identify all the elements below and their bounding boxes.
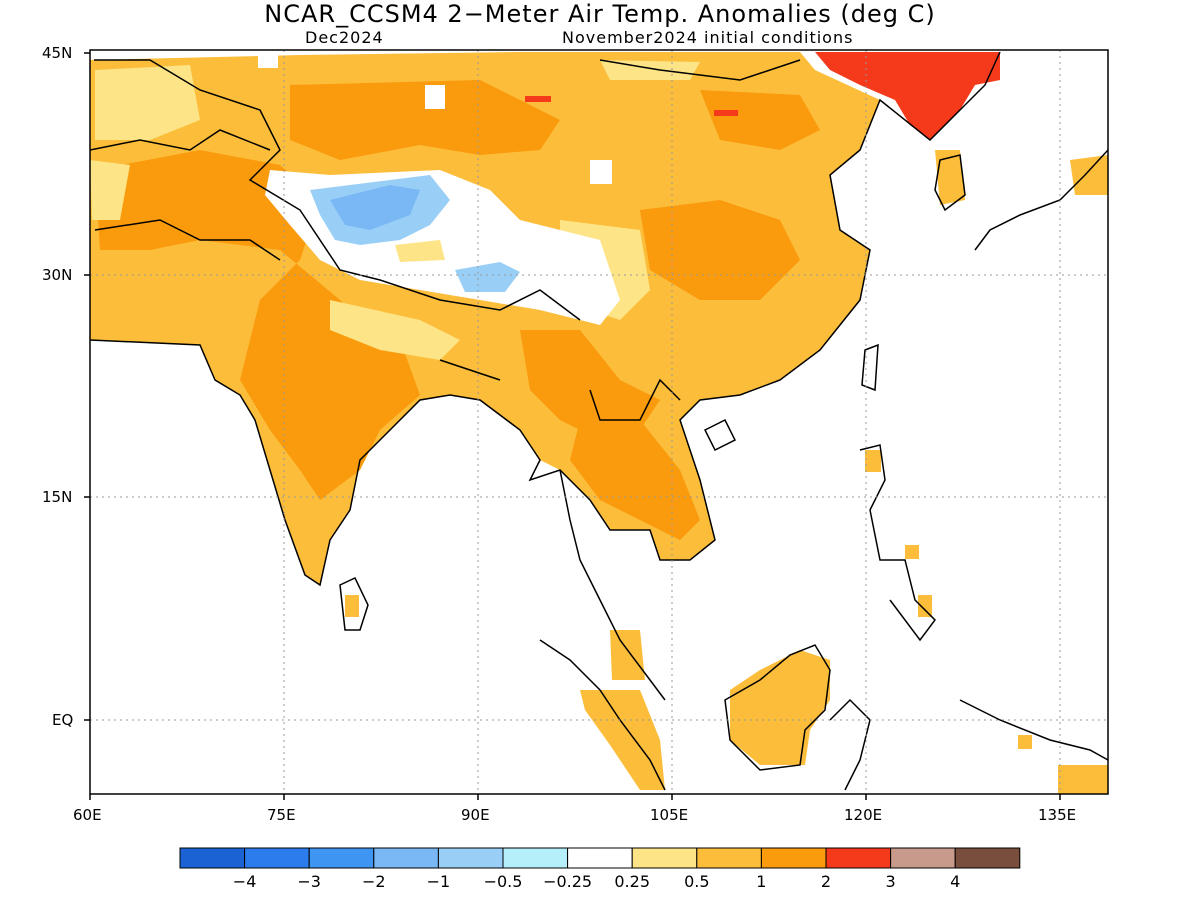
colorbar-label: 3 — [885, 872, 896, 891]
colorbar-label: −0.5 — [483, 872, 523, 891]
colorbar-label: 1 — [756, 872, 767, 891]
initial-conditions: November2024 initial conditions — [562, 28, 854, 47]
colorbar-label: −4 — [232, 872, 257, 891]
colorbar-label: 0.5 — [684, 872, 710, 891]
colorbar-label: −2 — [362, 872, 386, 891]
colorbar-swatch — [696, 847, 762, 869]
coastlines — [89, 51, 1109, 791]
anomaly-shading — [90, 50, 1108, 794]
colorbar-label: −3 — [297, 872, 321, 891]
lat-tick-30n: 30N — [42, 266, 73, 284]
colorbar-label: 0.25 — [614, 872, 650, 891]
colorbar-swatch — [179, 847, 246, 869]
lat-tick-eq: EQ — [52, 711, 74, 729]
lon-tick-135e: 135E — [1038, 806, 1077, 824]
map-title: NCAR_CCSM4 2−Meter Air Temp. Anomalies (… — [264, 0, 936, 28]
colorbar-label: −1 — [426, 872, 451, 891]
colorbar-label: 4 — [950, 872, 961, 891]
tick-marks — [84, 52, 1061, 800]
lon-tick-90e: 90E — [461, 806, 490, 824]
colorbar-swatch — [567, 847, 633, 869]
colorbar-label: 2 — [820, 872, 832, 891]
lat-tick-15n: 15N — [42, 488, 73, 506]
lon-tick-105e: 105E — [650, 806, 689, 824]
colorbar-label: −0.25 — [543, 872, 593, 891]
graticule — [90, 50, 1108, 794]
colorbar-swatch — [502, 847, 569, 869]
colorbar-swatch — [373, 847, 439, 869]
colorbar-swatch — [954, 847, 1021, 869]
colorbar — [179, 847, 1021, 869]
colorbar-swatch — [244, 847, 310, 869]
lat-tick-45n: 45N — [42, 44, 73, 62]
colorbar-swatch — [825, 847, 892, 869]
colorbar-swatch — [631, 847, 698, 869]
colorbar-swatch — [437, 847, 504, 869]
lon-tick-60e: 60E — [73, 806, 102, 824]
lon-tick-120e: 120E — [844, 806, 883, 824]
valid-month: Dec2024 — [305, 28, 384, 47]
colorbar-swatch — [890, 847, 956, 869]
lon-tick-75e: 75E — [267, 806, 296, 824]
colorbar-swatch — [308, 847, 375, 869]
map-frame — [89, 49, 1109, 795]
colorbar-swatch — [760, 847, 827, 869]
